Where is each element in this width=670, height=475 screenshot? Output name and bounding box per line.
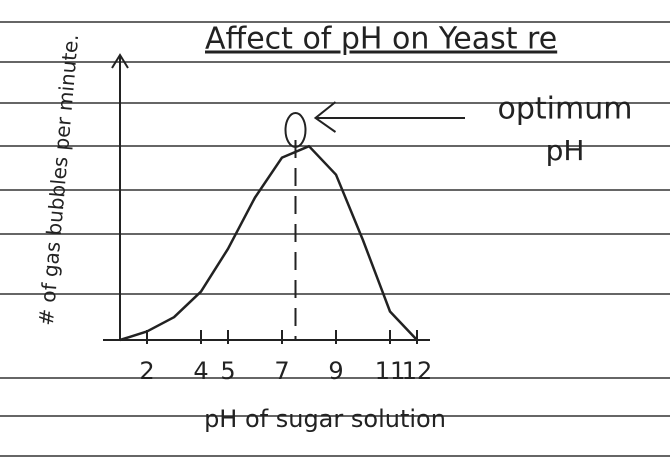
x-tick-label: 7 — [274, 357, 289, 385]
x-tick-label: 12 — [402, 357, 433, 385]
x-tick-label: 9 — [328, 357, 343, 385]
y-axis-label: # of gas bubbles per minute. — [34, 33, 83, 326]
annotation-text: pH — [546, 134, 585, 167]
x-tick-label: 11 — [375, 357, 406, 385]
optimum-arrowhead — [313, 101, 337, 133]
curve — [119, 144, 418, 342]
annotation-text: optimum — [498, 92, 633, 127]
chart-title: Affect of pH on Yeast re — [205, 22, 557, 57]
x-tick-label: 4 — [193, 357, 208, 385]
x-tick-label: 2 — [139, 357, 154, 385]
y-axis-arrow — [111, 53, 129, 69]
x-axis-label: pH of sugar solution — [204, 405, 446, 433]
paper-lines — [0, 21, 670, 457]
optimum-circle — [284, 112, 307, 148]
x-tick-label: 5 — [220, 357, 235, 385]
